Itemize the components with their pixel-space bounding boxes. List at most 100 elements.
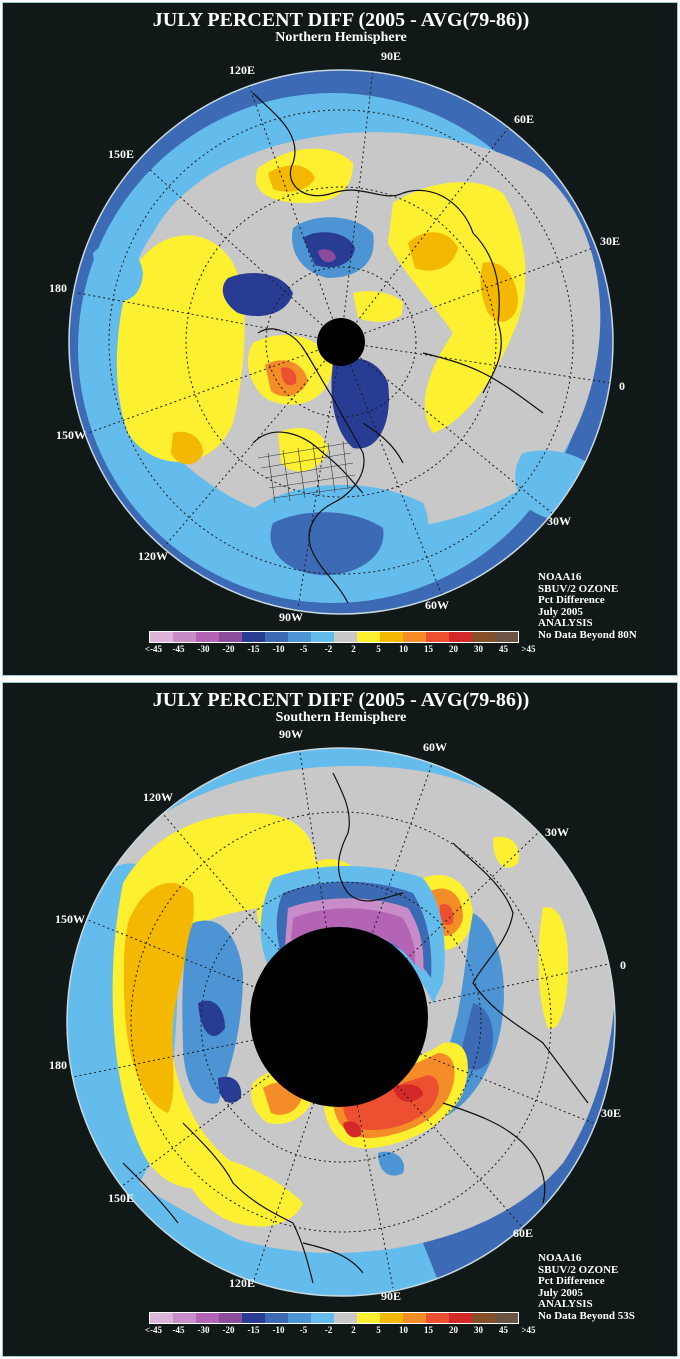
south-lon-label: 120W [143, 790, 173, 804]
colorbar-tick-label: 15 [424, 644, 433, 654]
north-lon-label: 0 [619, 379, 625, 393]
colorbar-tick-label: 2 [351, 644, 356, 654]
colorbar-tick-label: 15 [424, 1325, 433, 1335]
north-us-grid [257, 440, 356, 504]
colorbar-swatch [380, 1313, 403, 1323]
north-panel: JULY PERCENT DIFF (2005 - AVG(79-86)) No… [2, 2, 678, 676]
colorbar-swatch [219, 1313, 242, 1323]
colorbar-tick-label: -2 [324, 1325, 333, 1335]
north-info-block: NOAA16 SBUV/2 OZONE Pct Difference July … [538, 571, 637, 641]
info-line: NOAA16 [538, 1252, 582, 1264]
north-lon-label: 180 [49, 281, 67, 295]
colorbar-tick-label: <-45 [144, 644, 163, 654]
north-lon-label: 30W [547, 514, 571, 528]
info-line: Pct Difference [538, 594, 605, 606]
colorbar-swatch [403, 1313, 426, 1323]
south-coastlines [122, 772, 589, 1284]
colorbar-swatch [472, 1313, 495, 1323]
south-lon-label: 60E [513, 1226, 534, 1240]
info-line: July 2005 [538, 1286, 583, 1299]
colorbar-tick-label: 30 [474, 644, 483, 654]
south-lon-label: 90E [381, 1289, 402, 1303]
north-lon-label: 60W [425, 598, 449, 612]
colorbar-swatch [265, 632, 288, 642]
colorbar-tick-label: -45 [172, 1325, 185, 1335]
south-title: JULY PERCENT DIFF (2005 - AVG(79-86)) [152, 689, 530, 711]
colorbar-swatch [334, 1313, 357, 1323]
south-lon-label: 30E [601, 1106, 622, 1120]
colorbar-swatch [196, 1313, 219, 1323]
north-yellow-pacific [116, 235, 245, 462]
colorbar-tick-label: -30 [197, 644, 210, 654]
south-lon-label: 90W [279, 727, 303, 741]
north-no-data-pole [317, 318, 365, 366]
north-lon-label: 120E [229, 63, 256, 77]
colorbar-tick-label: -5 [299, 644, 308, 654]
colorbar-swatch [288, 632, 311, 642]
info-line: SBUV/2 OZONE [538, 1263, 619, 1276]
colorbar-tick-label: >45 [521, 644, 536, 654]
colorbar-tick-label: 5 [376, 644, 381, 654]
colorbar-tick-label: 45 [499, 644, 508, 654]
colorbar-swatch [311, 632, 334, 642]
north-lon-label: 150E [108, 147, 135, 161]
south-lon-label: 0 [620, 958, 626, 972]
colorbar-tick-label: -2 [324, 644, 333, 654]
south-colorbar-ticks: <-45 -45 -30 -20 -15 -10 -5 -2 2 5 10 15 20 30 45 >45 [141, 1325, 541, 1335]
colorbar-swatch [150, 632, 173, 642]
north-polar-map [68, 69, 614, 615]
south-lon-label: 30W [545, 825, 569, 839]
info-line: July 2005 [538, 605, 583, 618]
colorbar-swatch [449, 1313, 472, 1323]
colorbar-swatch [219, 632, 242, 642]
south-polar-map [66, 745, 616, 1297]
colorbar-swatch [196, 632, 219, 642]
colorbar-tick-label: -10 [272, 1325, 285, 1335]
north-graticule [77, 69, 612, 609]
north-title: JULY PERCENT DIFF (2005 - AVG(79-86)) [152, 9, 530, 31]
info-line: No Data Beyond 80N [538, 628, 637, 641]
colorbar-tick-label: -15 [247, 1325, 260, 1335]
colorbar-tick-label: -10 [272, 644, 285, 654]
info-line: NOAA16 [538, 571, 582, 583]
colorbar-swatch [288, 1313, 311, 1323]
colorbar-tick-label: 20 [449, 1325, 458, 1335]
colorbar-tick-label: 45 [499, 1325, 508, 1335]
colorbar-tick-label: -5 [299, 1325, 308, 1335]
north-lon-label: 150W [56, 428, 86, 442]
north-colorbar-ticks: <-45 -45 -30 -20 -15 -10 -5 -2 2 5 10 15 20 30 45 >45 [141, 644, 541, 654]
south-no-data-pole [250, 927, 428, 1107]
colorbar-swatch [150, 1313, 173, 1323]
colorbar-swatch [357, 1313, 380, 1323]
colorbar-swatch [334, 632, 357, 642]
north-lon-label: 120W [138, 549, 168, 563]
colorbar-tick-label: 10 [399, 1325, 408, 1335]
colorbar-swatch [380, 632, 403, 642]
colorbar-swatch [173, 632, 196, 642]
south-lon-label: 180 [49, 1058, 67, 1072]
south-panel: JULY PERCENT DIFF (2005 - AVG(79-86)) So… [2, 682, 678, 1357]
south-lon-label: 60W [423, 740, 447, 754]
south-lon-label: 150E [108, 1191, 135, 1205]
colorbar-swatch [357, 632, 380, 642]
info-line: SBUV/2 OZONE [538, 582, 619, 595]
north-blue-low-2 [222, 273, 293, 317]
colorbar-tick-label: >45 [521, 1325, 536, 1335]
colorbar-tick-label: 10 [399, 644, 408, 654]
colorbar-swatch [426, 632, 449, 642]
colorbar-tick-label: -30 [197, 1325, 210, 1335]
colorbar-swatch [265, 1313, 288, 1323]
south-subtitle: Southern Hemisphere [275, 710, 407, 725]
info-line: Pct Difference [538, 1275, 605, 1287]
south-lon-label: 150W [55, 912, 85, 926]
north-lon-label: 60E [514, 112, 535, 126]
north-coastlines [252, 92, 544, 604]
colorbar-tick-label: 2 [351, 1325, 356, 1335]
colorbar-swatch [426, 1313, 449, 1323]
colorbar-swatch [311, 1313, 334, 1323]
north-colorbar [149, 631, 519, 643]
colorbar-swatch [495, 632, 518, 642]
south-lon-label: 120E [229, 1276, 256, 1290]
south-info-block: NOAA16 SBUV/2 OZONE Pct Difference July … [538, 1252, 635, 1322]
north-subtitle: Northern Hemisphere [275, 30, 407, 45]
